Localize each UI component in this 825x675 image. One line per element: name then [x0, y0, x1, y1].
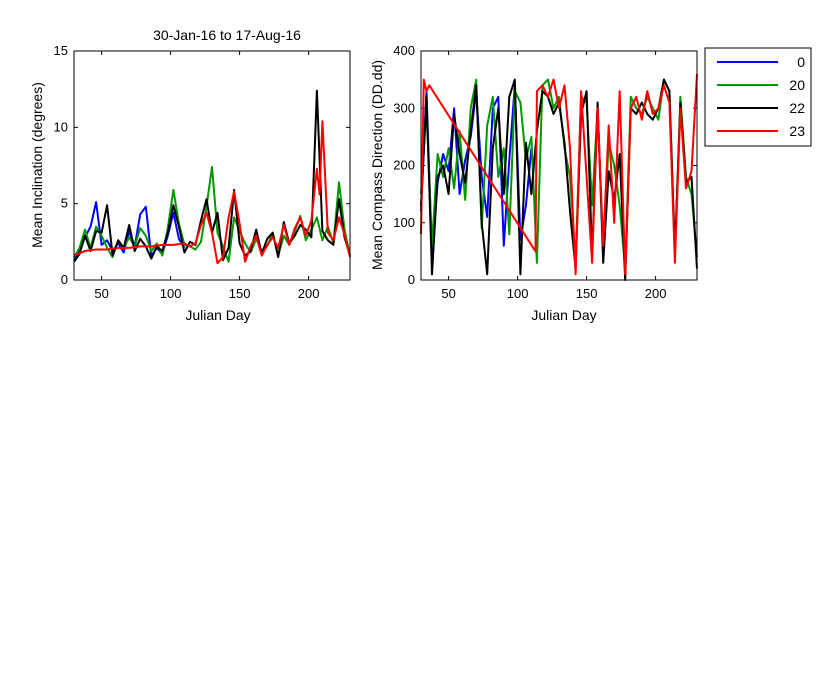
x-axis-label: Julian Day — [185, 307, 250, 323]
y-tick-label: 200 — [393, 158, 415, 173]
plot-lines — [73, 89, 351, 265]
plot-frame — [420, 50, 698, 281]
x-tick-label: 100 — [160, 286, 182, 301]
y-tick-label: 400 — [393, 43, 415, 58]
y-axis-label: Mean Inclination (degrees) — [29, 82, 45, 248]
series-line-23 — [73, 120, 351, 265]
chart-title: 30-Jan-16 to 17-Aug-16 — [153, 27, 301, 43]
y-tick-label: 0 — [61, 272, 68, 287]
x-tick-label: 200 — [298, 286, 320, 301]
y-axis-label: Mean Compass Direction (DD.dd) — [369, 60, 385, 270]
legend-label-23: 23 — [789, 123, 805, 139]
axis-ticks: 50 100 150 200 0 5 10 15 — [54, 43, 350, 301]
plot-lines — [420, 73, 698, 281]
compass-chart: Julian Day Mean Compass Direction (DD.dd… — [369, 43, 698, 323]
x-tick-label: 200 — [645, 286, 667, 301]
x-axis-label: Julian Day — [531, 307, 596, 323]
legend-box — [704, 47, 812, 147]
x-tick-label: 150 — [576, 286, 598, 301]
axis-ticks: 50 100 150 200 0 100 200 300 400 — [393, 43, 697, 301]
inclination-chart: 30-Jan-16 to 17-Aug-16 Julian Day Mean I… — [29, 27, 351, 323]
legend-label-22: 22 — [789, 100, 805, 116]
plot-frame — [73, 50, 351, 281]
series-line-23 — [420, 73, 698, 276]
legend: 0 20 22 23 — [704, 47, 812, 147]
legend-label-0: 0 — [797, 54, 805, 70]
x-tick-label: 100 — [507, 286, 529, 301]
y-tick-label: 5 — [61, 196, 68, 211]
x-tick-label: 50 — [94, 286, 108, 301]
y-tick-label: 10 — [54, 119, 68, 134]
legend-label-20: 20 — [789, 77, 805, 93]
x-tick-label: 150 — [229, 286, 251, 301]
y-tick-label: 15 — [54, 43, 68, 58]
x-tick-label: 50 — [441, 286, 455, 301]
y-tick-label: 300 — [393, 100, 415, 115]
y-tick-label: 100 — [393, 215, 415, 230]
y-tick-label: 0 — [408, 272, 415, 287]
series-line-22 — [420, 78, 698, 281]
